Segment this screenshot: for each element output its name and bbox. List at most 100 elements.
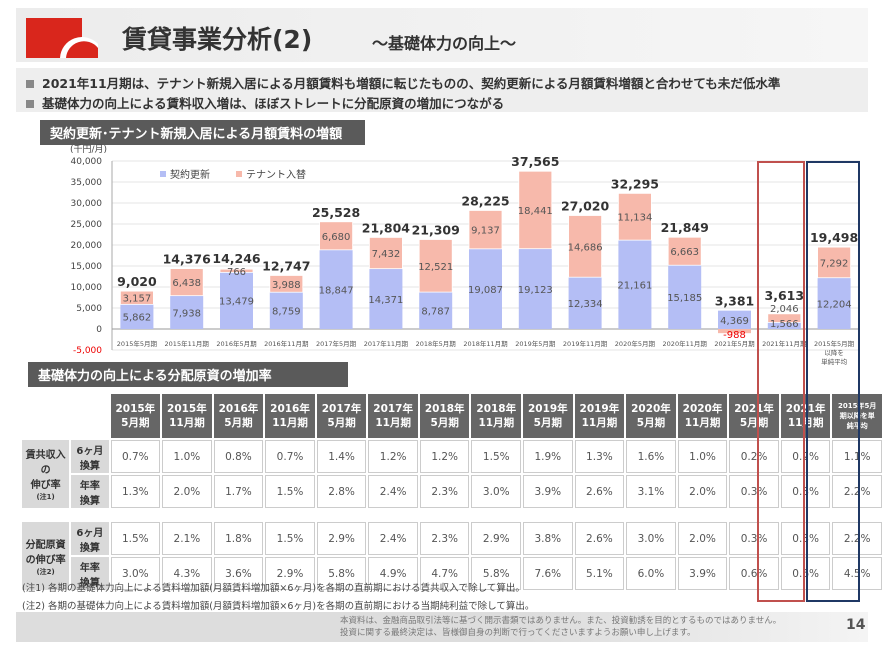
column-header: 2016年 11月期 — [265, 394, 315, 438]
table-cell: 2.4% — [368, 522, 418, 555]
note-2: (注2) 各期の基礎体力向上による賃料増加額(月額賃料増加額×6ヶ月)を各期の直… — [22, 601, 535, 612]
data-label-tenant: 11,134 — [617, 213, 652, 224]
header-row: 2015年 5月期 2015年 11月期 2016年 5月期 2016年 11月期 2017年 5… — [22, 394, 882, 438]
y-tick-label: 35,000 — [71, 178, 103, 188]
data-label-total: 21,804 — [362, 220, 411, 235]
table-cell: 3.1% — [626, 475, 676, 508]
column-header: 2015年 11月期 — [162, 394, 212, 438]
row-sub-label: 6ヶ月 換算 — [71, 440, 109, 473]
bar-renewal — [369, 268, 403, 329]
bullet-item: 基礎体力の向上による賃料収入増は、ほぼストレートに分配原資の増加につながる — [26, 93, 504, 112]
row-sub-label: 6ヶ月 換算 — [71, 522, 109, 555]
data-label-renewal: 14,371 — [368, 295, 403, 306]
data-label-tenant: 7,432 — [372, 249, 401, 260]
bar-renewal — [469, 248, 502, 329]
bar-renewal — [120, 304, 154, 329]
data-label-total: 14,376 — [163, 252, 212, 267]
row-sub-label: 年率 換算 — [71, 475, 109, 508]
table-cell: 2.9% — [471, 522, 522, 555]
table-row: 賃共収入の伸び率 (注1) 6ヶ月 換算 0.7% 1.0% 0.8% 0.7% 1.4% 1.2… — [22, 440, 882, 508]
table-cell: 2.0% — [162, 475, 212, 508]
table-cell: 2.6% — [574, 475, 625, 508]
data-label-renewal: 12,334 — [568, 299, 603, 310]
bar-renewal — [668, 265, 702, 329]
table-cell: 2.2% — [832, 522, 882, 555]
corner-cell — [22, 394, 109, 438]
chart-section-title: 契約更新･テナント新規入居による月額賃料の増額 — [40, 120, 365, 145]
data-label-tenant: 6,680 — [322, 232, 351, 243]
table-cell: 0.7% — [265, 440, 315, 473]
bar-tenant — [718, 329, 751, 334]
data-label-total: 9,020 — [117, 274, 157, 289]
table-cell: 3.9% — [677, 557, 728, 590]
x-tick-label: 2015年11月期 — [165, 339, 210, 348]
bar-tenant — [518, 170, 553, 250]
data-label-total: 19,498 — [810, 230, 858, 245]
y-tick-label: 25,000 — [71, 220, 103, 230]
table-cell: 0.7% — [110, 440, 161, 473]
highlight-box-latest — [757, 161, 805, 602]
column-header: 2019年 5月期 — [523, 394, 573, 438]
table-cell: 1.5% — [265, 475, 315, 508]
bar-tenant — [120, 290, 154, 305]
data-label-renewal: 15,185 — [667, 293, 702, 304]
table-cell: 1.3% — [574, 440, 625, 473]
bar-tenant — [568, 215, 602, 278]
table-cell: 5.1% — [574, 557, 625, 590]
data-label-tenant: 766 — [227, 267, 246, 278]
data-label-total: 21,309 — [412, 223, 460, 238]
page-subtitle: ～基礎体力の向上～ — [372, 34, 517, 53]
bar-renewal — [618, 240, 652, 329]
table-cell: 1.3% — [110, 475, 161, 508]
x-tick-label: 2016年11月期 — [264, 339, 309, 348]
spacer-row — [22, 510, 882, 520]
highlight-box-average — [806, 161, 860, 602]
table-cell: 2.6% — [574, 522, 625, 555]
x-tick-label: 2017年5月期 — [316, 339, 357, 348]
table-cell: 2.8% — [316, 475, 367, 508]
legend-label-renewal: 契約更新 — [170, 168, 210, 181]
table-cell: 1.5% — [265, 522, 315, 555]
data-label-total: 27,020 — [561, 199, 610, 214]
table-cell: 1.8% — [213, 522, 264, 555]
x-tick-label: 2018年5月期 — [416, 339, 457, 348]
table-row: 年率 換算 1.3% 2.0% 1.7% 1.5% 2.8% 2.4% 2.3% 3.0% 3.9%… — [22, 475, 882, 508]
x-tick-label: 2015年5月期 — [814, 339, 855, 348]
table-cell: 0.2% — [780, 440, 831, 473]
column-header: 2020年 11月期 — [677, 394, 728, 438]
table-cell: 0.3% — [729, 475, 779, 508]
bar-tenant — [319, 221, 354, 251]
data-label-tenant: 6,663 — [670, 247, 699, 258]
column-header: 2021年 5月期 — [729, 394, 779, 438]
footer-band — [16, 612, 868, 642]
table-cell: 0.3% — [780, 475, 831, 508]
x-tick-label: 2018年11月期 — [463, 339, 508, 348]
y-tick-label: 20,000 — [71, 241, 103, 251]
table-cell: 6.0% — [626, 557, 676, 590]
table-cell: 2.0% — [677, 522, 728, 555]
table-cell: 2.2% — [832, 475, 882, 508]
table-cell: 2.0% — [677, 475, 728, 508]
data-label-tenant: 7,292 — [820, 258, 849, 269]
table-cell: 1.6% — [626, 440, 676, 473]
page-title: 賃貸事業分析(2) — [122, 25, 313, 54]
table-cell: 0.3% — [729, 522, 779, 555]
data-label-tenant: 6,438 — [172, 278, 201, 289]
x-tick-label: 2015年5月期 — [117, 339, 158, 348]
row-sub-label: 年率 換算 — [71, 557, 109, 590]
table-cell: 3.8% — [523, 522, 573, 555]
table-cell: 1.5% — [471, 440, 522, 473]
table-cell: 3.0% — [471, 475, 522, 508]
legend-swatch-tenant — [236, 171, 242, 177]
bar-tenant — [667, 236, 702, 266]
table-cell: 1.5% — [110, 522, 161, 555]
y-tick-label: 0 — [96, 325, 102, 335]
note-1: (注1) 各期の基礎体力向上による賃料増加額(月額賃料増加額×6ヶ月)を各期の直… — [22, 583, 525, 594]
bar-tenant — [767, 313, 802, 323]
bar-renewal — [817, 277, 851, 329]
data-label-renewal: 13,479 — [219, 297, 254, 308]
x-tick-label: 2020年11月期 — [663, 339, 708, 348]
table-cell: 2.4% — [368, 475, 418, 508]
table-cell: 1.0% — [162, 440, 212, 473]
data-label-total: 25,528 — [312, 205, 360, 220]
